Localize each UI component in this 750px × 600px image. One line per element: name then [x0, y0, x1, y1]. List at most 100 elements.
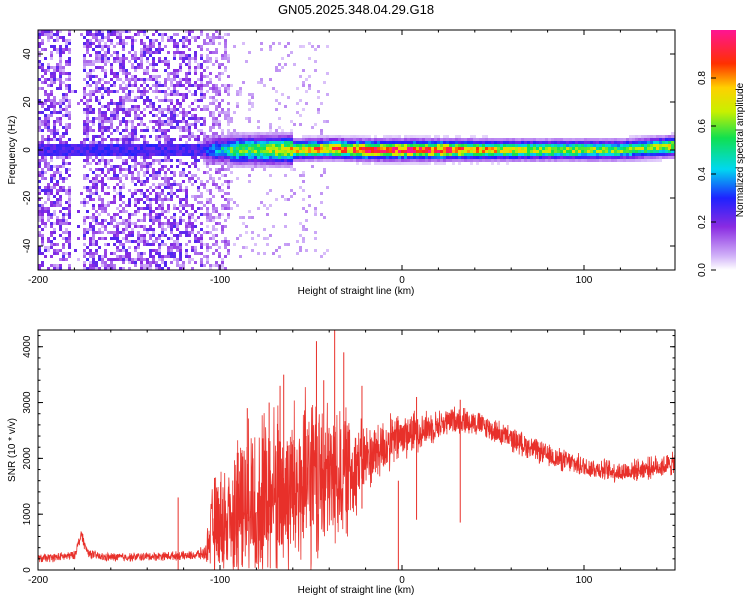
- heatmap-cell: [188, 66, 191, 69]
- heatmap-cell: [149, 105, 152, 108]
- heatmap-cell: [188, 69, 191, 72]
- heatmap-cell: [143, 54, 146, 57]
- heatmap-cell: [359, 141, 362, 144]
- heatmap-cell: [179, 138, 182, 141]
- heatmap-cell: [101, 261, 104, 264]
- heatmap-cell: [218, 102, 221, 105]
- heatmap-cell: [428, 138, 431, 141]
- heatmap-cell: [131, 174, 134, 177]
- heatmap-cell: [140, 147, 143, 150]
- heatmap-cell: [68, 195, 71, 198]
- heatmap-cell: [140, 207, 143, 210]
- heatmap-cell: [59, 249, 62, 252]
- heatmap-cell: [62, 96, 65, 99]
- heatmap-cell: [47, 219, 50, 222]
- heatmap-cell: [551, 147, 554, 150]
- heatmap-cell: [218, 246, 221, 249]
- heatmap-cell: [275, 159, 278, 162]
- heatmap-cell: [206, 261, 209, 264]
- heatmap-cell: [299, 99, 302, 102]
- heatmap-cell: [77, 150, 80, 153]
- heatmap-cell: [167, 141, 170, 144]
- heatmap-cell: [338, 156, 341, 159]
- heatmap-cell: [92, 186, 95, 189]
- heatmap-cell: [56, 153, 59, 156]
- heatmap-cell: [131, 123, 134, 126]
- heatmap-cell: [173, 126, 176, 129]
- heatmap-cell: [566, 138, 569, 141]
- heatmap-cell: [365, 135, 368, 138]
- heatmap-cell: [182, 60, 185, 63]
- heatmap-cell: [188, 39, 191, 42]
- heatmap-cell: [536, 156, 539, 159]
- heatmap-cell: [167, 183, 170, 186]
- heatmap-cell: [143, 258, 146, 261]
- heatmap-cell: [167, 267, 170, 270]
- heatmap-cell: [56, 51, 59, 54]
- heatmap-cell: [185, 129, 188, 132]
- heatmap-cell: [92, 129, 95, 132]
- heatmap-cell: [263, 138, 266, 141]
- heatmap-cell: [566, 153, 569, 156]
- y-tick-label: 1000: [22, 503, 33, 526]
- heatmap-cell: [497, 159, 500, 162]
- heatmap-cell: [110, 267, 113, 270]
- heatmap-cell: [89, 108, 92, 111]
- heatmap-cell: [104, 51, 107, 54]
- heatmap-cell: [338, 150, 341, 153]
- heatmap-cell: [164, 255, 167, 258]
- heatmap-cell: [521, 159, 524, 162]
- heatmap-cell: [287, 138, 290, 141]
- heatmap-cell: [491, 153, 494, 156]
- heatmap-cell: [434, 150, 437, 153]
- heatmap-cell: [98, 258, 101, 261]
- heatmap-cell: [170, 195, 173, 198]
- heatmap-cell: [92, 144, 95, 147]
- heatmap-cell: [575, 156, 578, 159]
- heatmap-cell: [161, 243, 164, 246]
- heatmap-cell: [113, 57, 116, 60]
- heatmap-cell: [44, 192, 47, 195]
- heatmap-cell: [179, 78, 182, 81]
- heatmap-cell: [86, 189, 89, 192]
- heatmap-cell: [119, 84, 122, 87]
- heatmap-cell: [614, 144, 617, 147]
- heatmap-cell: [554, 138, 557, 141]
- heatmap-cell: [368, 150, 371, 153]
- heatmap-cell: [161, 183, 164, 186]
- heatmap-cell: [170, 225, 173, 228]
- heatmap-cell: [191, 156, 194, 159]
- heatmap-cell: [656, 141, 659, 144]
- heatmap-cell: [158, 258, 161, 261]
- heatmap-cell: [110, 69, 113, 72]
- heatmap-cell: [623, 153, 626, 156]
- heatmap-cell: [50, 180, 53, 183]
- heatmap-cell: [164, 156, 167, 159]
- heatmap-cell: [203, 105, 206, 108]
- heatmap-cell: [89, 63, 92, 66]
- heatmap-cell: [290, 156, 293, 159]
- heatmap-cell: [164, 84, 167, 87]
- heatmap-cell: [95, 189, 98, 192]
- heatmap-cell: [41, 42, 44, 45]
- heatmap-cell: [221, 264, 224, 267]
- heatmap-cell: [485, 144, 488, 147]
- heatmap-cell: [56, 243, 59, 246]
- heatmap-cell: [584, 150, 587, 153]
- heatmap-cell: [452, 138, 455, 141]
- heatmap-cell: [176, 75, 179, 78]
- heatmap-cell: [533, 138, 536, 141]
- heatmap-cell: [68, 126, 71, 129]
- heatmap-cell: [407, 147, 410, 150]
- heatmap-cell: [296, 240, 299, 243]
- heatmap-cell: [575, 150, 578, 153]
- heatmap-cell: [188, 57, 191, 60]
- heatmap-cell: [614, 138, 617, 141]
- heatmap-cell: [656, 156, 659, 159]
- heatmap-cell: [176, 126, 179, 129]
- heatmap-cell: [65, 189, 68, 192]
- heatmap-cell: [101, 57, 104, 60]
- heatmap-cell: [128, 189, 131, 192]
- heatmap-cell: [62, 186, 65, 189]
- colorbar-label: Normalized spectral amplitude: [735, 82, 746, 217]
